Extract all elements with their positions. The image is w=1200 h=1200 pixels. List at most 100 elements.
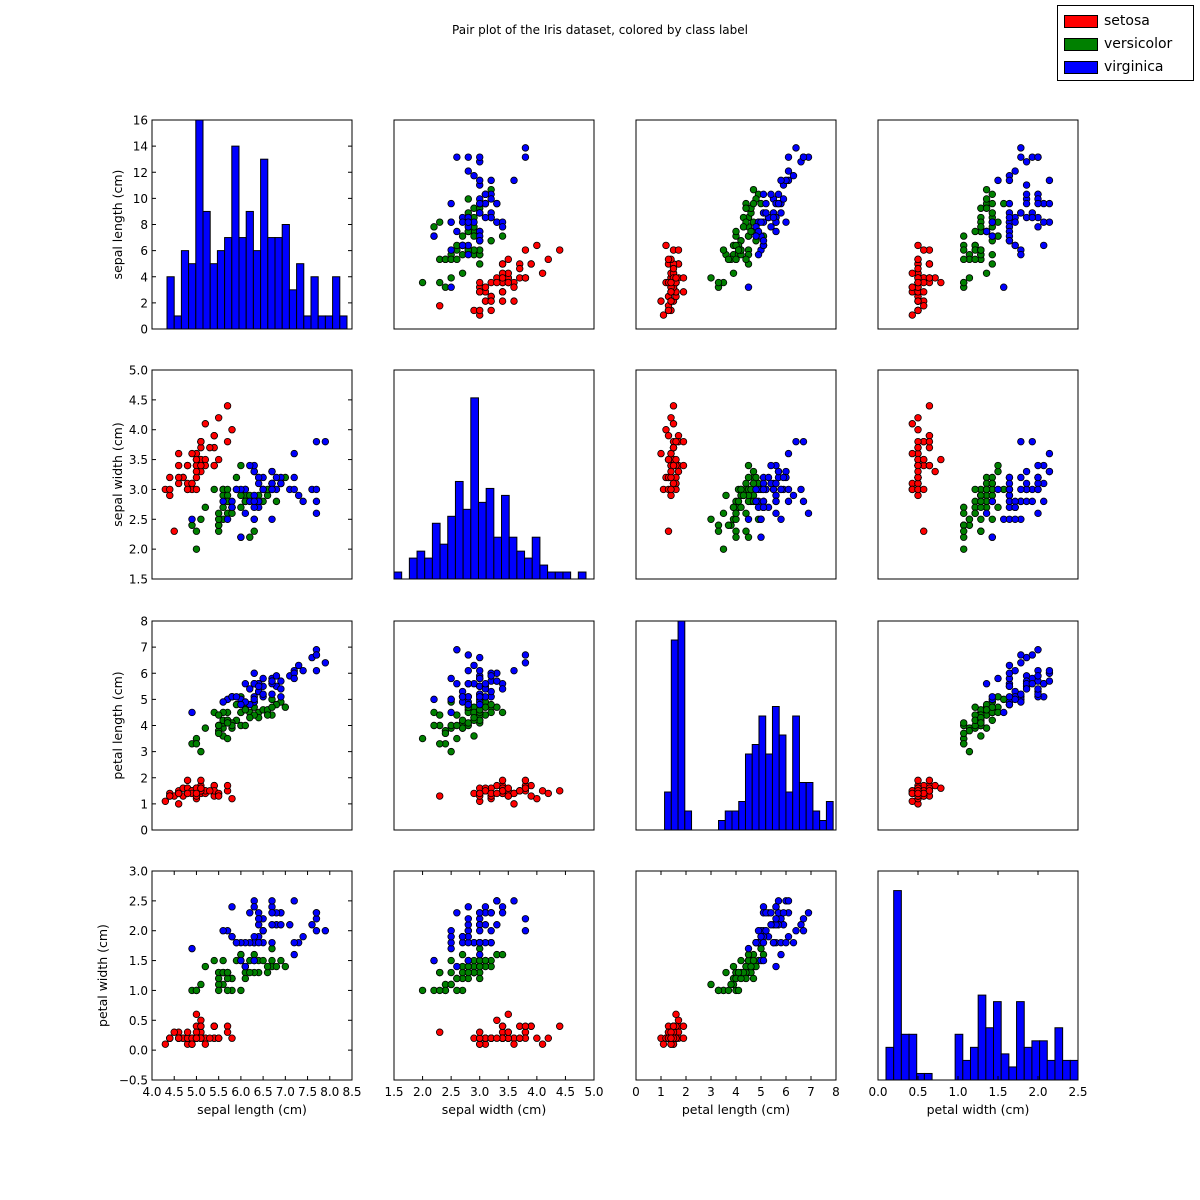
scatter-point-virginica — [250, 515, 258, 523]
scatter-point-virginica — [241, 680, 250, 688]
scatter-point-versicolor — [223, 986, 232, 995]
y-tick-label: 1.0 — [129, 984, 148, 998]
scatter-point-virginica — [769, 213, 778, 222]
scatter-point-versicolor — [453, 734, 461, 743]
scatter-point-virginica — [447, 199, 455, 208]
scatter-point-virginica — [799, 153, 808, 161]
x-axis-label: petal width (cm) — [927, 1102, 1030, 1117]
scatter-point-setosa — [931, 467, 939, 476]
histogram-bar — [508, 536, 518, 579]
scatter-point-versicolor — [197, 515, 205, 523]
legend-swatch-virginica — [1064, 60, 1098, 74]
scatter-point-versicolor — [436, 968, 444, 977]
scatter-point-virginica — [447, 218, 455, 226]
scatter-point-virginica — [799, 497, 808, 506]
scatter-point-setosa — [664, 455, 673, 464]
scatter-point-versicolor — [214, 974, 223, 983]
y-tick-label: 6 — [140, 244, 148, 258]
y-tick-label: −0.5 — [119, 1074, 148, 1088]
histogram-bar — [394, 571, 403, 579]
scatter-point-virginica — [464, 666, 472, 675]
scatter-point-setosa — [914, 241, 922, 250]
scatter-point-virginica — [493, 897, 501, 905]
scatter-point-setosa — [937, 455, 945, 464]
scatter-point-setosa — [197, 437, 205, 446]
scatter-point-setosa — [679, 437, 688, 446]
scatter-point-virginica — [290, 449, 298, 458]
scatter-point-versicolor — [977, 223, 985, 231]
histogram-bar — [738, 801, 746, 830]
scatter-point-setosa — [925, 437, 934, 446]
scatter-point-setosa — [498, 297, 507, 305]
scatter-point-versicolor — [714, 278, 723, 287]
scatter-point-versicolor — [214, 509, 223, 518]
scatter-point-virginica — [994, 485, 1002, 494]
scatter-point-virginica — [476, 653, 484, 662]
scatter-point-versicolor — [977, 527, 985, 535]
scatter-point-virginica — [759, 503, 768, 512]
scatter-point-setosa — [672, 274, 680, 282]
scatter-point-setosa — [170, 527, 178, 535]
x-tick-label: 2.0 — [1028, 1085, 1047, 1099]
histogram-bar — [819, 820, 827, 830]
scatter-point-virginica — [277, 479, 285, 488]
scatter-point-virginica — [792, 144, 800, 152]
scatter-point-virginica — [799, 437, 808, 446]
x-tick-label: 6 — [782, 1085, 790, 1099]
scatter-point-setosa — [183, 789, 192, 798]
histogram-bar — [288, 289, 298, 329]
scatter-point-virginica — [521, 927, 530, 935]
axes-frame — [393, 620, 595, 831]
legend-item-setosa: setosa — [1064, 11, 1150, 31]
scatter-point-setosa — [908, 420, 916, 428]
scatter-point-setosa — [166, 1034, 174, 1042]
scatter-point-virginica — [982, 227, 991, 236]
scatter-point-virginica — [464, 915, 472, 923]
scatter-point-virginica — [1034, 153, 1042, 161]
scatter-point-setosa — [476, 288, 484, 296]
scatter-point-setosa — [476, 306, 484, 315]
scatter-point-virginica — [1022, 181, 1031, 189]
x-tick-label: 2.0 — [413, 1085, 432, 1099]
x-tick-label: 8 — [832, 1085, 840, 1099]
histogram-bar — [977, 994, 987, 1080]
scatter-point-versicolor — [214, 729, 223, 738]
histogram-bar — [296, 263, 305, 329]
scatter-point-setosa — [510, 283, 518, 291]
scatter-point-setosa — [914, 789, 922, 798]
histogram-bar — [900, 1033, 910, 1080]
legend-swatch-versicolor — [1064, 37, 1098, 51]
scatter-point-versicolor — [722, 968, 730, 977]
scatter-point-versicolor — [214, 986, 223, 995]
histogram-bar — [447, 515, 456, 579]
scatter-point-setosa — [556, 787, 564, 795]
scatter-point-versicolor — [192, 527, 201, 535]
histogram-bar — [531, 536, 541, 579]
histogram-bar — [188, 263, 197, 329]
scatter-point-virginica — [779, 909, 788, 917]
scatter-point-versicolor — [739, 223, 748, 231]
scatter-point-versicolor — [268, 703, 276, 711]
scatter-point-setosa — [192, 455, 201, 464]
histogram-bar — [1046, 1059, 1056, 1080]
histogram-bar — [1069, 1059, 1078, 1080]
scatter-point-virginica — [464, 153, 472, 161]
legend: setosa versicolor virginica — [1057, 5, 1194, 81]
scatter-point-setosa — [476, 1028, 484, 1036]
scatter-point-versicolor — [732, 255, 740, 264]
scatter-point-virginica — [772, 962, 780, 971]
scatter-point-virginica — [476, 927, 484, 935]
scatter-point-virginica — [767, 223, 775, 231]
scatter-point-virginica — [237, 700, 245, 709]
scatter-point-virginica — [254, 479, 263, 488]
scatter-point-versicolor — [742, 204, 750, 212]
scatter-point-setosa — [669, 402, 678, 410]
scatter-point-virginica — [1028, 437, 1036, 446]
panel-pl-vs-sw — [393, 620, 595, 831]
scatter-point-virginica — [1022, 190, 1031, 199]
histogram-bar — [1039, 1040, 1048, 1080]
histogram-bar — [485, 487, 495, 579]
scatter-point-virginica — [1034, 461, 1042, 470]
histogram-bar — [798, 782, 807, 830]
histogram-bar — [562, 571, 572, 579]
